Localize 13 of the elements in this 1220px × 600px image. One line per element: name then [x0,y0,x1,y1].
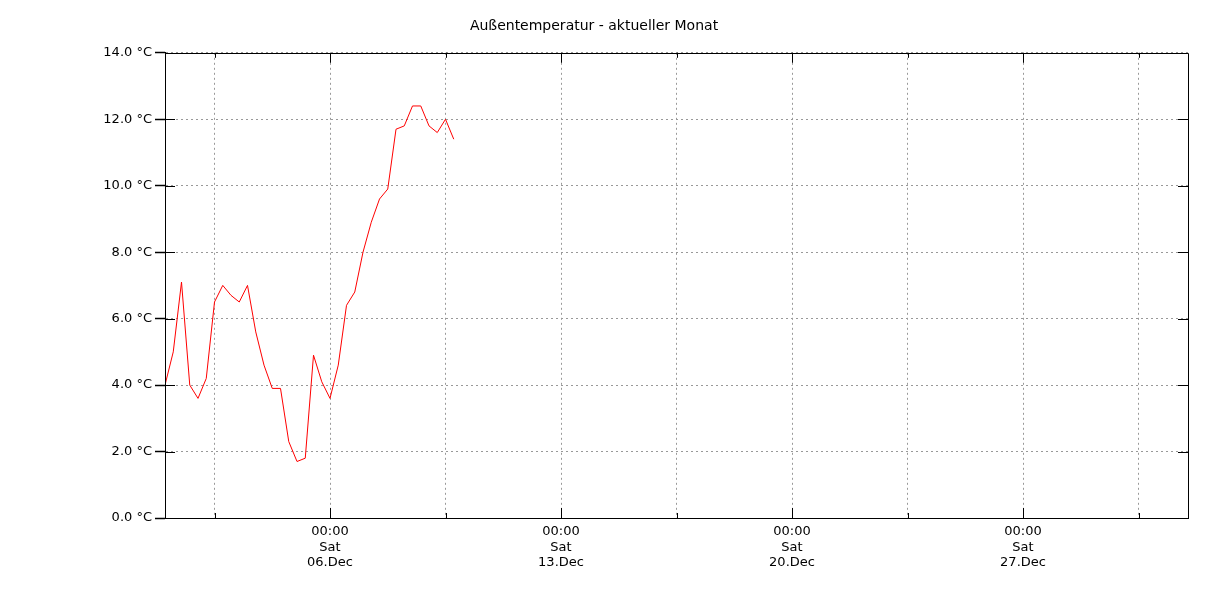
y-tick-label: 6.0 °C [111,310,152,325]
y-tick-label: 4.0 °C [111,376,152,392]
y-tick-label: 10.0 °C [103,177,152,193]
y-tick-label: 14.0 °C [103,44,152,60]
y-tick-label: 8.0 °C [111,243,152,259]
chart-title: Außentemperatur - aktueller Monat [469,17,719,34]
y-tick-label: 0.0 °C [111,509,152,525]
x-tick-label: 00:00 Sat 27.Dec [1000,523,1046,570]
x-tick-label: 00:00 Sat 13.Dec [538,523,584,570]
x-tick-label: 00:00 Sat 20.Dec [769,523,815,570]
y-tick-label: 12.0 °C [103,110,152,126]
x-tick-label: 00:00 Sat 06.Dec [307,523,353,570]
y-tick-label: 2.0 °C [111,442,152,458]
